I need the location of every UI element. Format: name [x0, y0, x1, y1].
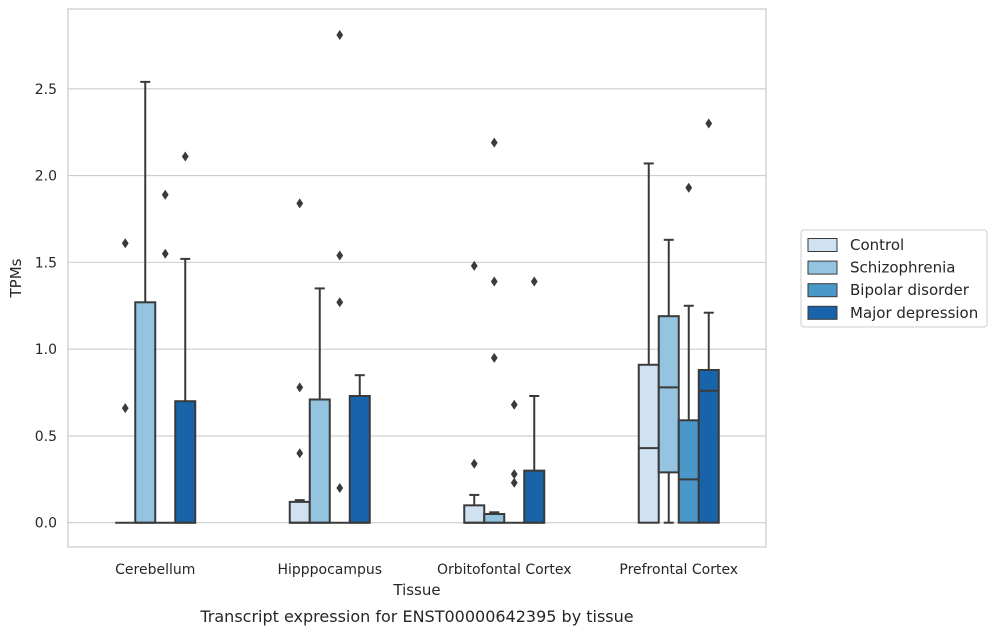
- y-tick-label: 2.5: [35, 82, 57, 98]
- outlier-point: [470, 458, 478, 469]
- box-group: [523, 276, 546, 524]
- y-tick-label: 1.0: [35, 342, 57, 358]
- outlier-point: [296, 382, 304, 393]
- outlier-point: [336, 250, 344, 261]
- box-body: [174, 400, 197, 524]
- figure-caption: Transcript expression for ENST0000064239…: [199, 607, 633, 626]
- outlier-point: [530, 276, 538, 287]
- x-tick-label: Hipppocampus: [277, 562, 382, 578]
- x-tick-labels: Cerebellum Hipppocampus Orbitofontal Corte…: [115, 562, 738, 578]
- x-tick-label: Orbitofontal Cortex: [437, 562, 572, 578]
- legend-label: Bipolar disorder: [850, 281, 970, 299]
- outlier-point: [336, 297, 344, 308]
- legend-items: Control Schizophrenia Bipolar disorder Majo…: [807, 236, 978, 322]
- legend-swatch: [807, 260, 838, 275]
- legend-frame: [800, 229, 988, 328]
- box-body: [523, 469, 546, 524]
- box-body: [134, 301, 157, 524]
- x-tick-label: Cerebellum: [115, 562, 195, 578]
- outlier-point: [121, 238, 129, 249]
- box-group: [308, 287, 331, 524]
- legend-label: Control: [850, 236, 904, 254]
- legend-swatch: [807, 238, 838, 252]
- outlier-point: [470, 260, 478, 271]
- box-group: [657, 238, 680, 524]
- y-tick-label: 2.0: [35, 169, 57, 185]
- y-tick-label: 0.5: [35, 429, 57, 445]
- outlier-point: [490, 276, 498, 287]
- x-axis-title: Tissue: [392, 581, 440, 599]
- outlier-point: [510, 399, 518, 410]
- box-group: [329, 30, 350, 524]
- outlier-point: [490, 352, 498, 363]
- box-group: [463, 260, 486, 524]
- outlier-point: [490, 137, 498, 148]
- box-group: [288, 198, 311, 524]
- outlier-point: [296, 198, 304, 209]
- outlier-point: [685, 182, 693, 193]
- legend-label: Schizophrenia: [850, 259, 955, 277]
- box-body: [697, 368, 720, 524]
- outlier-point: [121, 403, 129, 414]
- box-body: [637, 363, 660, 524]
- x-tick-label: Prefrontal Cortex: [619, 562, 738, 578]
- outlier-point: [510, 469, 518, 480]
- box-body: [483, 513, 506, 524]
- box-group: [348, 374, 371, 524]
- box-body: [657, 315, 680, 474]
- outlier-point: [296, 448, 304, 459]
- outlier-point: [161, 189, 169, 200]
- boxes: [115, 30, 720, 524]
- outlier-point: [510, 477, 518, 488]
- box-group: [504, 399, 525, 524]
- y-tick-labels: 0.0 0.5 1.0 1.5 2.0 2.5: [35, 82, 57, 532]
- legend-label: Major depression: [850, 304, 978, 322]
- box-group: [115, 238, 136, 524]
- legend-swatch: [807, 305, 838, 320]
- outlier-point: [705, 118, 713, 129]
- box-body: [308, 398, 331, 524]
- box-group: [637, 162, 660, 524]
- box-group: [174, 151, 197, 524]
- outlier-point: [181, 151, 189, 162]
- legend: Control Schizophrenia Bipolar disorder Majo…: [800, 229, 988, 328]
- box-group: [134, 80, 157, 524]
- box-group: [155, 189, 176, 524]
- box-group: [483, 137, 506, 524]
- box-body: [288, 500, 311, 524]
- legend-swatch: [807, 283, 838, 298]
- outlier-point: [336, 30, 344, 41]
- box-body: [348, 395, 371, 524]
- box-group: [677, 182, 700, 524]
- y-tick-label: 1.5: [35, 255, 57, 271]
- y-axis-title: TPMs: [7, 258, 25, 298]
- y-tick-label: 0.0: [35, 516, 57, 532]
- outlier-point: [161, 248, 169, 259]
- box-group: [697, 118, 720, 524]
- box-body: [463, 504, 486, 524]
- plot-area-frame: [67, 8, 767, 548]
- outlier-point: [336, 482, 344, 493]
- box-body: [677, 419, 700, 524]
